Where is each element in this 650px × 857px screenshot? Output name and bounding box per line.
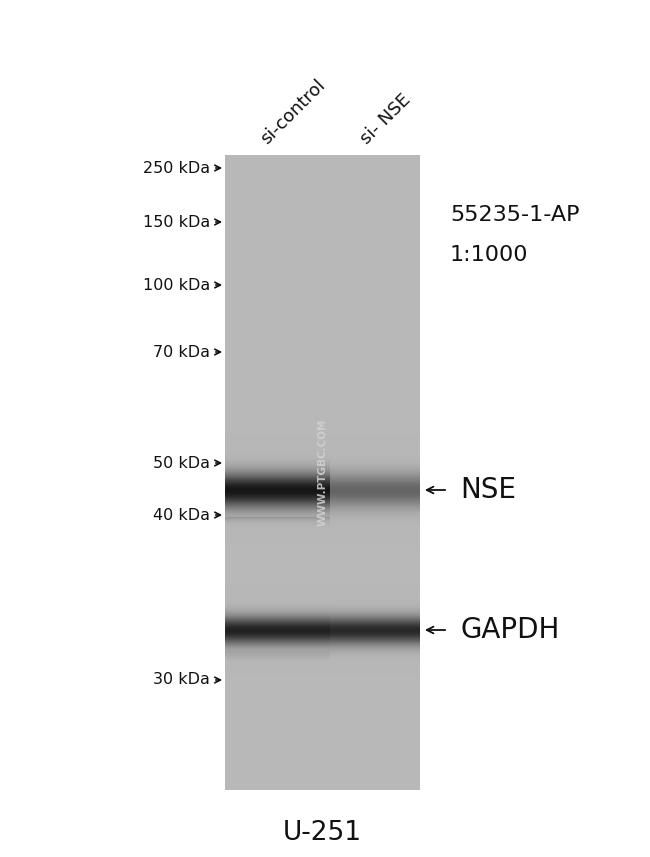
Text: WWW.PTGBC.COM: WWW.PTGBC.COM [317,419,328,526]
Text: 100 kDa: 100 kDa [143,278,210,292]
Text: 1:1000: 1:1000 [450,245,528,265]
Text: U-251: U-251 [283,820,361,846]
Text: 30 kDa: 30 kDa [153,673,210,687]
Text: 250 kDa: 250 kDa [143,160,210,176]
Text: 55235-1-AP: 55235-1-AP [450,205,580,225]
Text: si- NSE: si- NSE [358,91,415,148]
Text: 40 kDa: 40 kDa [153,507,210,523]
Text: 50 kDa: 50 kDa [153,456,210,470]
Text: 150 kDa: 150 kDa [143,214,210,230]
Text: 70 kDa: 70 kDa [153,345,210,359]
Text: si-control: si-control [257,76,329,148]
Text: NSE: NSE [460,476,516,504]
Text: GAPDH: GAPDH [460,616,560,644]
